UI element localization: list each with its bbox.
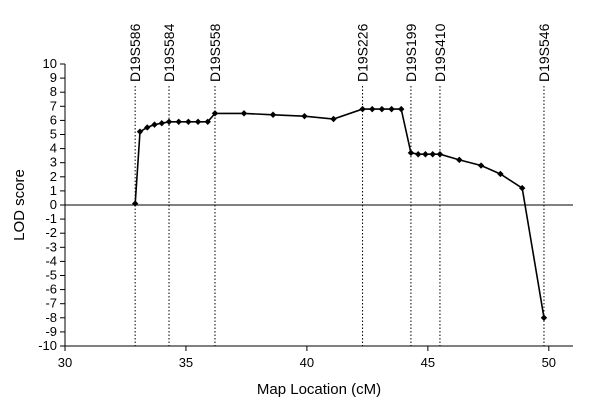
data-point — [456, 156, 463, 164]
data-point — [330, 115, 337, 123]
data-point — [429, 151, 436, 158]
data-point — [269, 111, 277, 118]
y-tick-label: 0 — [50, 197, 57, 212]
y-tick-label: 8 — [50, 84, 57, 99]
x-axis-title: Map Location (cM) — [257, 381, 381, 398]
x-tick-label: 40 — [300, 355, 314, 370]
y-axis-title: LOD score — [11, 169, 28, 241]
data-point — [422, 151, 429, 158]
data-point — [204, 118, 211, 126]
y-tick-label: -1 — [45, 211, 57, 226]
data-point — [144, 124, 151, 131]
y-tick-label: 7 — [50, 98, 57, 113]
y-tick-label: -10 — [38, 338, 57, 353]
y-tick-label: 1 — [50, 183, 57, 198]
data-point — [175, 118, 182, 126]
data-point — [151, 121, 158, 128]
y-tick-label: -2 — [45, 225, 57, 240]
data-point — [211, 110, 219, 117]
data-point — [378, 105, 386, 113]
data-point — [131, 200, 139, 207]
marker-lines — [134, 86, 545, 346]
series-line — [134, 108, 545, 318]
y-tick-label: 3 — [50, 155, 57, 170]
marker-label: D19S199 — [403, 23, 419, 82]
marker-label: D19S546 — [536, 23, 552, 82]
y-tick-label: 6 — [50, 112, 57, 127]
y-tick-label: 4 — [50, 141, 57, 156]
data-point — [540, 314, 548, 321]
y-tick-label: -3 — [45, 239, 57, 254]
data-point — [185, 118, 192, 126]
data-point — [359, 105, 366, 113]
marker-label: D19S584 — [161, 23, 177, 82]
data-point — [398, 105, 405, 113]
marker-label: D19S226 — [355, 23, 371, 82]
data-point — [388, 105, 395, 113]
marker-label: D19S410 — [432, 23, 448, 82]
y-tick-label: -8 — [45, 310, 57, 325]
y-tick-label: 5 — [50, 127, 57, 142]
x-tick-label: 45 — [421, 355, 435, 370]
y-tick-label: -4 — [45, 253, 57, 268]
marker-label: D19S586 — [127, 23, 143, 82]
data-point — [301, 112, 308, 120]
y-tick-label: 2 — [50, 169, 57, 184]
data-point — [519, 184, 526, 192]
data-point — [136, 128, 144, 135]
y-tick-label: 9 — [50, 70, 57, 85]
data-point — [158, 120, 165, 127]
y-tick-label: -5 — [45, 268, 57, 283]
data-point — [407, 149, 415, 157]
data-point — [414, 151, 422, 158]
data-point — [369, 105, 376, 113]
x-tick-label: 30 — [58, 355, 72, 370]
data-point — [436, 151, 444, 158]
marker-labels: D19S586 D19S584 D19S558 D19S226 D19S199 D19S4… — [127, 23, 552, 82]
y-tick-label: 10 — [43, 56, 57, 71]
data-point — [497, 170, 504, 178]
series — [131, 105, 548, 321]
marker-label: D19S558 — [207, 23, 223, 82]
y-tick-label: -7 — [45, 296, 57, 311]
y-tick-label: -9 — [45, 324, 57, 339]
data-point — [240, 110, 248, 117]
data-point — [477, 162, 485, 169]
y-tick-label: -6 — [45, 282, 57, 297]
data-point — [165, 118, 173, 126]
x-tick-label: 35 — [179, 355, 193, 370]
data-point — [194, 118, 202, 126]
x-tick-label: 50 — [542, 355, 556, 370]
